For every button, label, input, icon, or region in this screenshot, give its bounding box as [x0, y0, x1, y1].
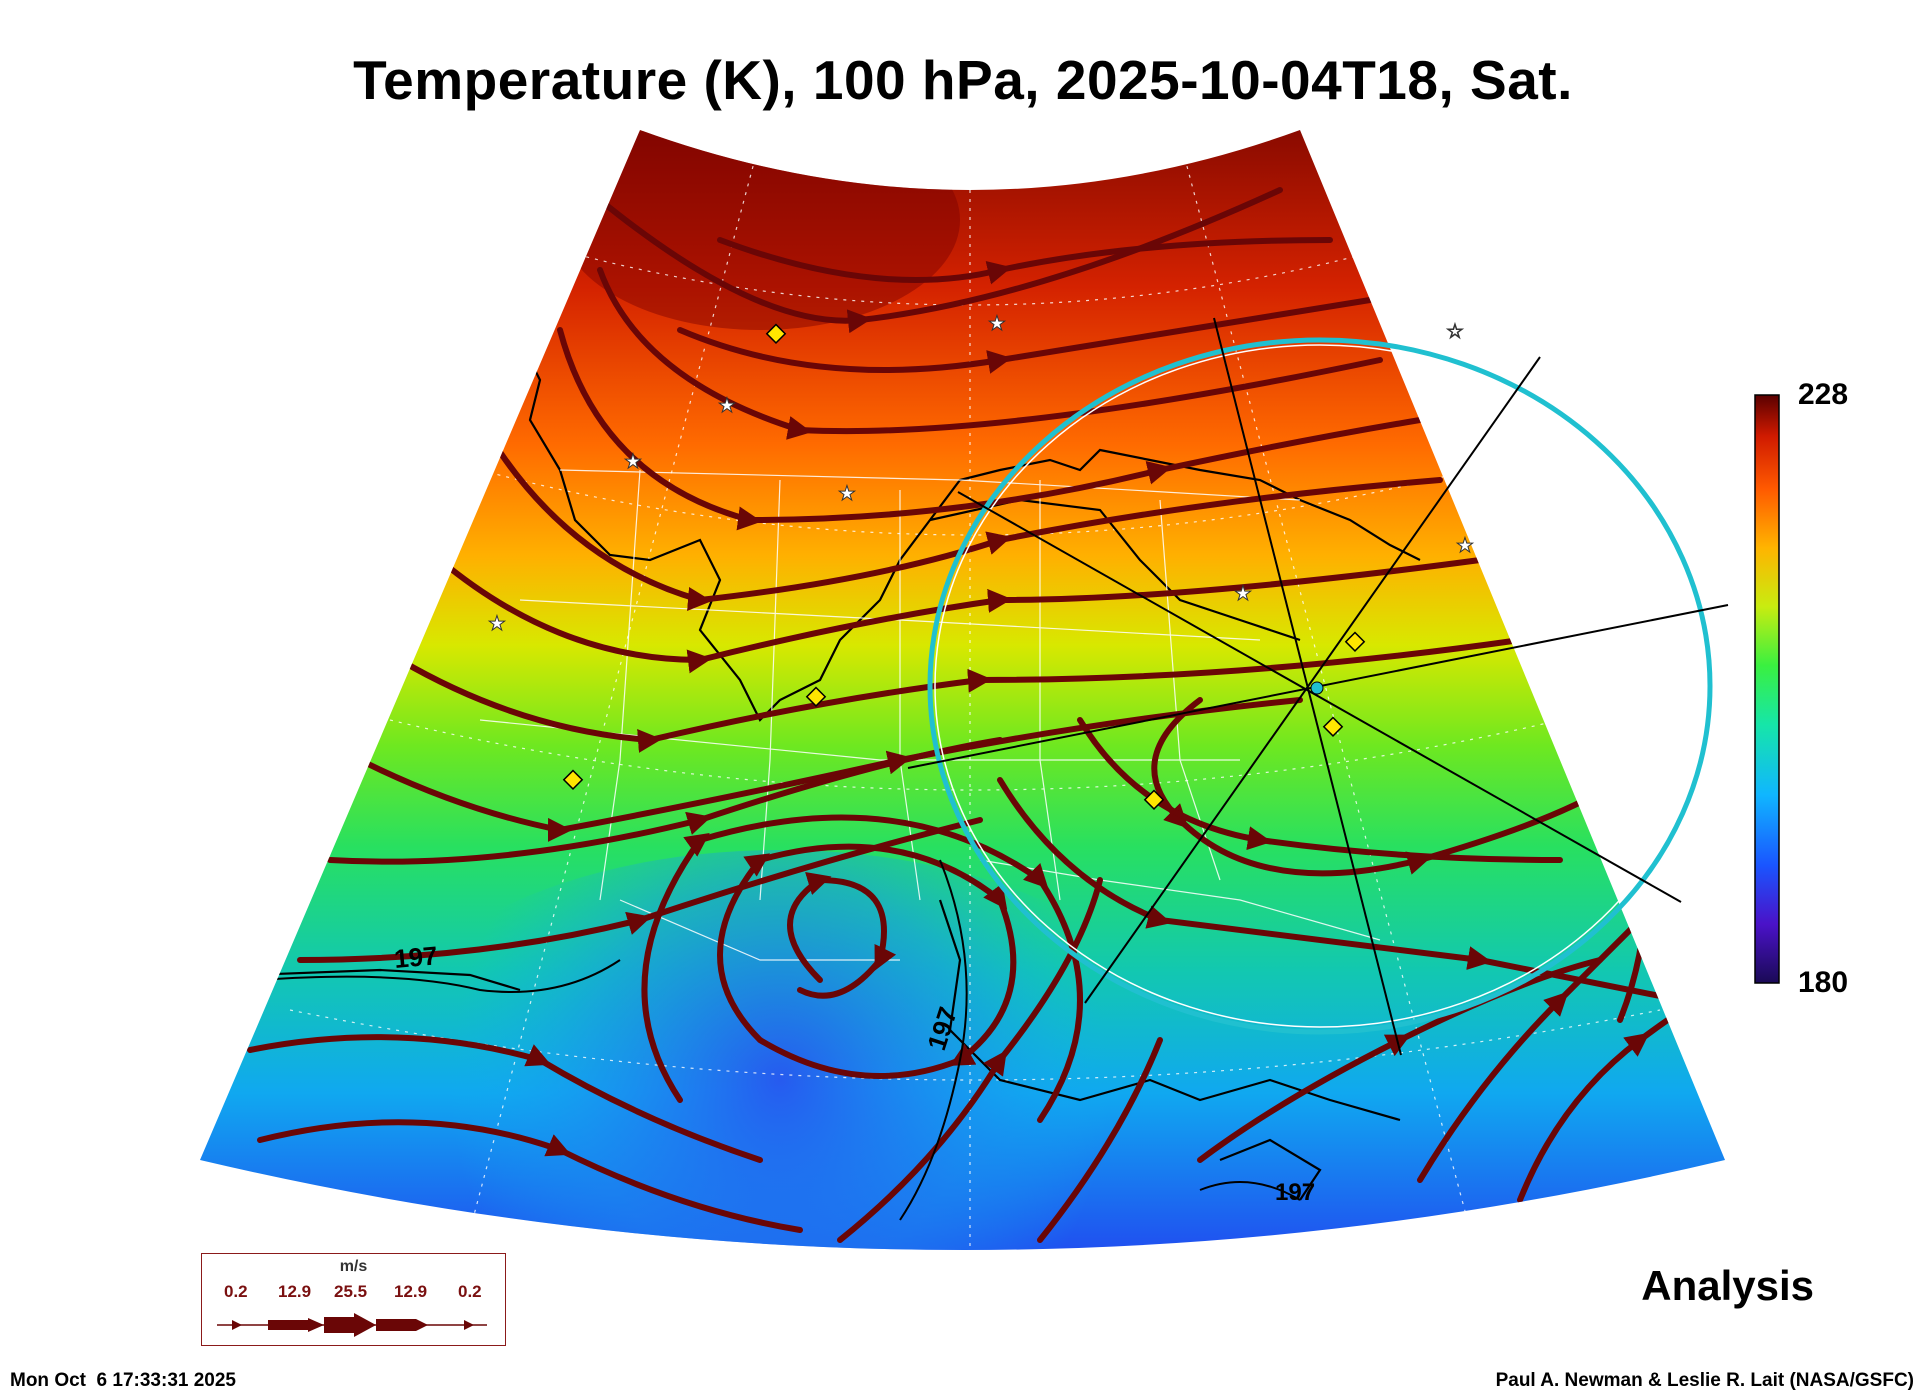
- svg-text:★: ★: [838, 481, 856, 505]
- colorbar: [1754, 394, 1780, 984]
- station-markers: [562, 323, 1366, 810]
- legend-value: 0.2: [458, 1282, 482, 1301]
- colorbar-min-label: 180: [1798, 966, 1849, 999]
- timestamp: Mon Oct 6 17:33:31 2025: [10, 1370, 236, 1391]
- contour-197: [259, 859, 1301, 1221]
- star-markers: ★ ★ ★ ★ ★ ★ ★ ☆: [488, 311, 1475, 636]
- svg-text:★: ★: [1234, 581, 1252, 605]
- map-fields: [247, 130, 1703, 1250]
- target-overlay: [907, 317, 1729, 1056]
- legend-value: 0.2: [224, 1282, 248, 1301]
- legend-arrow-scale: [217, 1313, 487, 1337]
- svg-text:★: ★: [624, 449, 642, 473]
- wind-speed-legend: m/s 0.2 12.9 25.5 12.9 0.2: [201, 1253, 506, 1346]
- legend-value: 12.9: [394, 1282, 428, 1301]
- graticule: [289, 139, 1661, 1250]
- contour-label: 197: [1275, 1179, 1315, 1206]
- legend-unit: m/s: [339, 1258, 368, 1275]
- wind-streamlines: [247, 187, 1703, 1243]
- svg-text:★: ★: [1456, 533, 1474, 557]
- legend-value: 12.9: [278, 1282, 312, 1301]
- credit: Paul A. Newman & Leslie R. Lait (NASA/GS…: [1495, 1370, 1914, 1391]
- svg-text:★: ★: [988, 311, 1006, 335]
- contour-label: 197: [393, 940, 439, 974]
- svg-text:☆: ☆: [1446, 319, 1464, 343]
- svg-text:★: ★: [488, 611, 506, 635]
- svg-text:★: ★: [718, 393, 736, 417]
- colorbar-max-label: 228: [1798, 378, 1849, 411]
- analysis-label: Analysis: [1641, 1262, 1814, 1309]
- legend-value: 25.5: [334, 1282, 368, 1301]
- page-title: Temperature (K), 100 hPa, 2025-10-04T18,…: [353, 49, 1573, 111]
